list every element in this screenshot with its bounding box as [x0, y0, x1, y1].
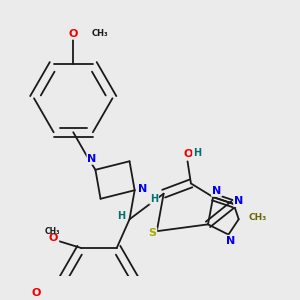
- Text: H: H: [117, 211, 125, 221]
- Text: CH₃: CH₃: [248, 213, 266, 222]
- Text: O: O: [69, 28, 78, 39]
- Text: S: S: [148, 228, 156, 238]
- Text: CH₃: CH₃: [92, 29, 109, 38]
- Text: H: H: [150, 194, 158, 204]
- Text: O: O: [31, 288, 40, 298]
- Text: O: O: [184, 149, 193, 159]
- Text: N: N: [212, 186, 221, 196]
- Text: N: N: [234, 196, 243, 206]
- Text: N: N: [137, 184, 147, 194]
- Text: H: H: [193, 148, 201, 158]
- Text: N: N: [87, 154, 97, 164]
- Text: CH₃: CH₃: [44, 227, 60, 236]
- Text: O: O: [49, 233, 58, 243]
- Text: N: N: [226, 236, 235, 246]
